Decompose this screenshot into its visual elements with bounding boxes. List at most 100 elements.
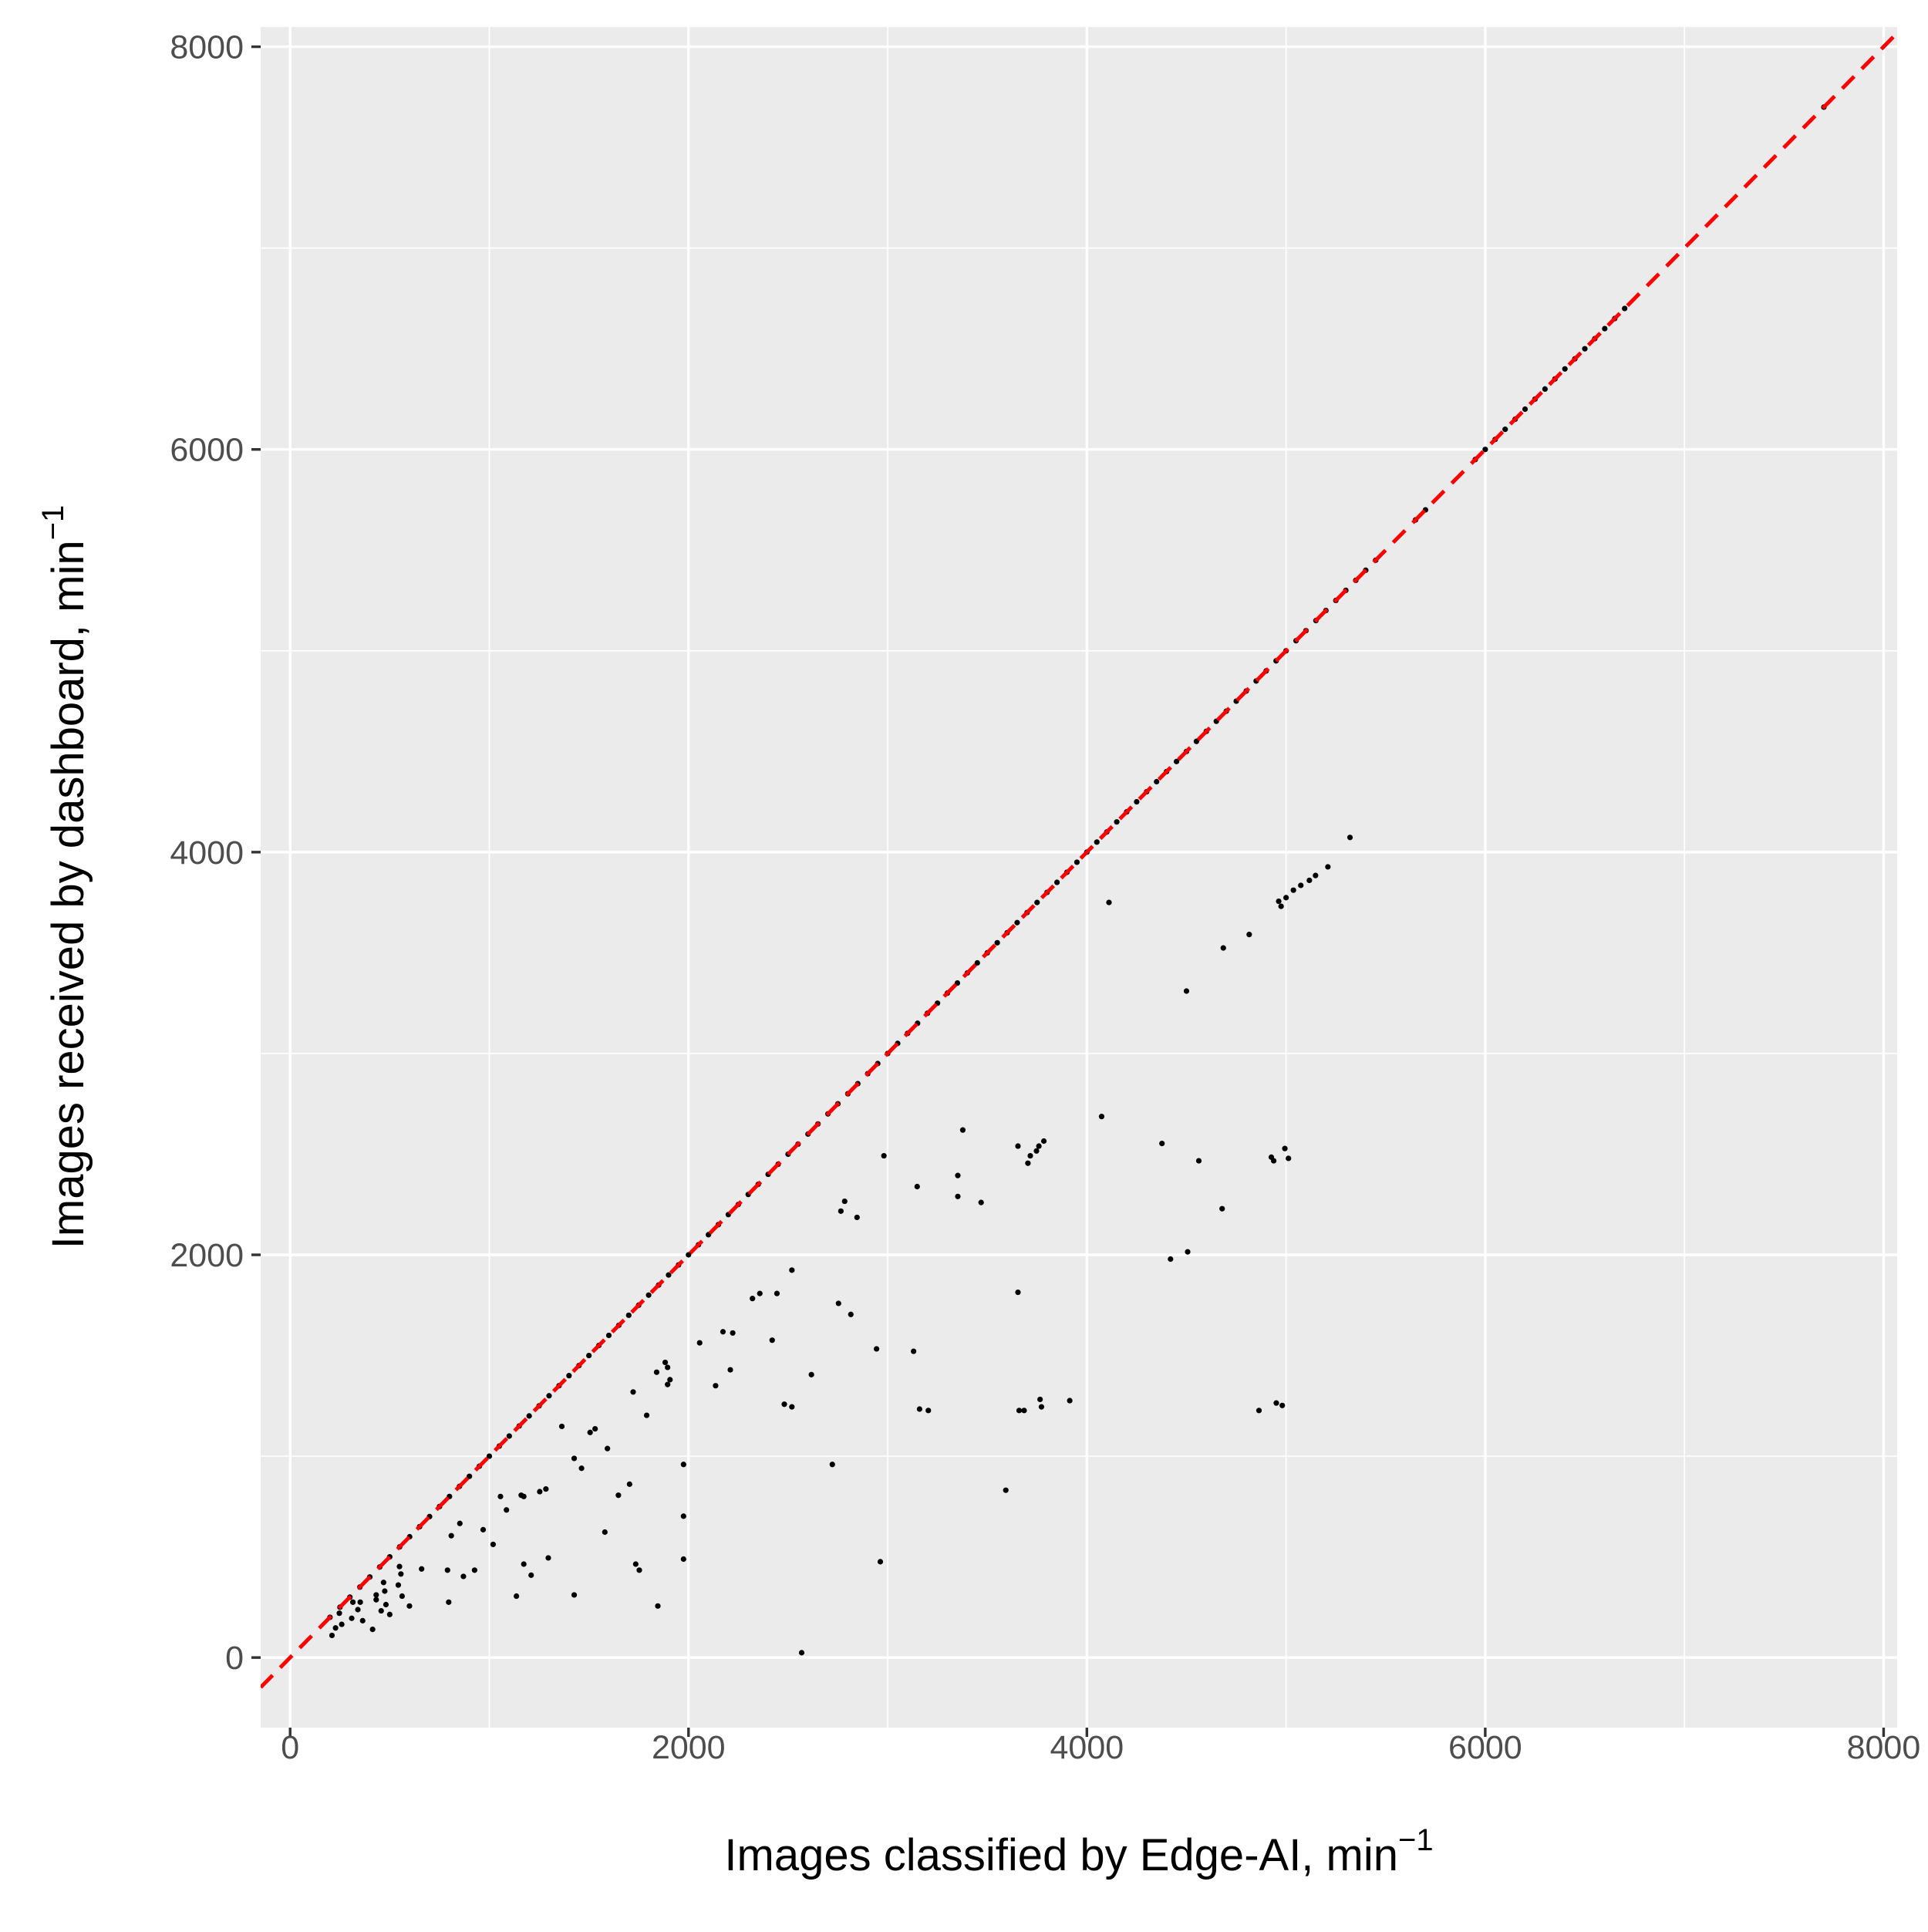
point <box>592 1425 598 1432</box>
point <box>667 1377 673 1383</box>
point <box>571 1455 578 1462</box>
point <box>506 1433 512 1439</box>
point <box>632 1561 639 1567</box>
x-axis-title-text: Images classified by Edge-AI, min <box>724 1830 1398 1880</box>
point <box>1195 1158 1202 1164</box>
point <box>339 1621 345 1627</box>
point <box>955 1172 961 1178</box>
point <box>625 1312 632 1318</box>
point <box>448 1532 454 1539</box>
point <box>1582 346 1588 352</box>
point <box>349 1599 356 1605</box>
point <box>841 1198 848 1205</box>
point <box>355 1607 361 1613</box>
point <box>373 1592 379 1598</box>
point <box>643 1412 650 1418</box>
point <box>543 1486 549 1492</box>
point <box>1015 1289 1021 1296</box>
point <box>1014 919 1020 926</box>
point <box>486 1453 493 1459</box>
point <box>329 1632 335 1639</box>
point <box>757 1290 763 1296</box>
point <box>1134 798 1140 805</box>
point <box>1025 1160 1031 1166</box>
x-axis-title: Images classified by Edge-AI, min−1 <box>724 1823 1433 1880</box>
point <box>1502 427 1508 433</box>
point <box>521 1493 527 1499</box>
point <box>380 1580 386 1586</box>
point <box>457 1520 463 1526</box>
point <box>1173 758 1180 764</box>
point <box>1313 872 1319 878</box>
point <box>1185 1249 1191 1255</box>
point <box>1053 879 1060 885</box>
point <box>497 1493 504 1499</box>
x-tick-label: 8000 <box>1847 1729 1921 1766</box>
point <box>602 1529 608 1536</box>
point <box>696 1340 703 1346</box>
point <box>1282 1145 1288 1151</box>
point <box>974 959 980 966</box>
point <box>1278 903 1284 909</box>
point <box>666 1272 672 1278</box>
point <box>1482 447 1488 453</box>
point <box>545 1555 551 1561</box>
point <box>1283 895 1289 901</box>
point <box>829 1462 835 1468</box>
point <box>382 1588 388 1594</box>
point <box>378 1607 384 1614</box>
point <box>1098 1114 1105 1120</box>
point <box>1276 898 1282 905</box>
point <box>655 1603 661 1609</box>
point <box>1036 1143 1042 1149</box>
point <box>750 1296 756 1302</box>
point <box>490 1541 497 1548</box>
point <box>406 1603 413 1609</box>
point <box>959 1127 966 1133</box>
point <box>1279 1402 1286 1408</box>
point <box>1522 406 1529 413</box>
point <box>994 939 1000 946</box>
point <box>1038 1404 1045 1410</box>
y-tick-label: 2000 <box>170 1237 244 1274</box>
point <box>558 1423 565 1430</box>
point <box>571 1592 578 1598</box>
x-tick-label: 0 <box>281 1729 299 1766</box>
point <box>1074 859 1080 865</box>
point <box>369 1626 376 1633</box>
point <box>357 1599 363 1605</box>
point <box>1306 877 1313 884</box>
point <box>1622 305 1628 312</box>
point <box>1034 899 1040 905</box>
point <box>955 1193 961 1199</box>
point <box>1298 882 1304 888</box>
point <box>1154 778 1160 785</box>
point <box>399 1593 405 1600</box>
point <box>514 1593 520 1600</box>
point <box>1027 1152 1033 1159</box>
point <box>680 1462 686 1468</box>
point <box>1067 1398 1073 1404</box>
point <box>916 1406 922 1412</box>
point <box>537 1489 543 1495</box>
point <box>662 1359 669 1366</box>
point <box>1290 887 1296 893</box>
point <box>396 1563 403 1570</box>
point <box>808 1371 814 1377</box>
point <box>578 1465 585 1472</box>
point <box>546 1393 552 1399</box>
point <box>680 1513 686 1519</box>
point <box>626 1481 632 1487</box>
point <box>873 1346 880 1352</box>
point <box>978 1199 984 1205</box>
point <box>645 1292 652 1298</box>
point <box>1270 1158 1277 1164</box>
grid <box>261 27 1897 1728</box>
x-tick-label: 4000 <box>1050 1729 1124 1766</box>
point <box>1094 839 1100 845</box>
y-tick-label: 0 <box>225 1640 244 1677</box>
point <box>1562 366 1568 372</box>
point <box>444 1567 450 1573</box>
point <box>1159 1141 1165 1147</box>
point <box>911 1348 917 1354</box>
